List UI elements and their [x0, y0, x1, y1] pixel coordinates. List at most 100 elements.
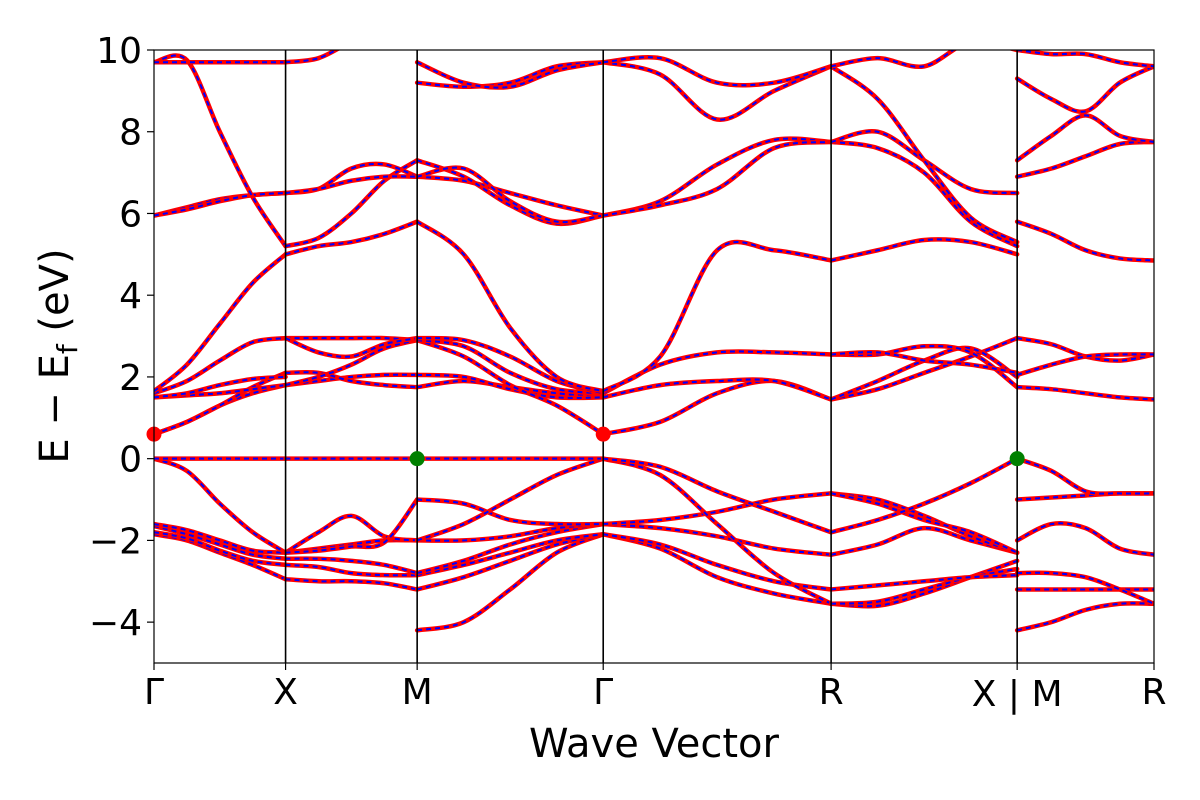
- band-line: [1014, 352, 1154, 378]
- band-line-overlay: [417, 175, 604, 217]
- x-tick-label: R: [1141, 672, 1166, 713]
- band-line: [283, 335, 420, 360]
- band-line-overlay: [285, 339, 418, 387]
- band-line-overlay: [417, 373, 604, 399]
- band-line-overlay: [285, 371, 418, 389]
- y-tick-label: 10: [96, 31, 142, 72]
- band-line-overlay: [416, 457, 604, 542]
- band-line: [414, 521, 606, 576]
- band-line: [414, 532, 606, 578]
- band-line-overlay: [154, 54, 287, 247]
- band-line-overlay: [1016, 457, 1154, 495]
- band-line-overlay: [603, 533, 832, 591]
- band-line-overlay: [154, 192, 286, 217]
- band-line-overlay: [285, 50, 338, 64]
- band-line-overlay: [830, 238, 1018, 262]
- band-line: [828, 491, 1020, 555]
- band-line: [828, 525, 1020, 557]
- band-segment-M-Gamma: [414, 60, 606, 633]
- band-line-overlay: [285, 336, 418, 342]
- vbm-marker: [1009, 451, 1025, 467]
- band-line: [154, 252, 288, 394]
- x-tick-label: Γ: [593, 672, 613, 713]
- band-line: [414, 219, 606, 394]
- band-line-overlay: [1016, 602, 1154, 632]
- band-line: [600, 532, 834, 606]
- x-tick-label: X: [273, 672, 298, 713]
- band-segment-X-M: [283, 50, 420, 592]
- band-line-overlay: [285, 498, 418, 554]
- band-line-overlay: [417, 498, 604, 526]
- cbm-marker: [595, 426, 611, 442]
- band-line-overlay: [154, 457, 287, 554]
- bands-layer: [154, 50, 1154, 633]
- band-line-overlay: [416, 61, 604, 89]
- y-axis-label: E − Ef (eV): [32, 248, 84, 463]
- x-tick-label: Γ: [144, 672, 164, 713]
- band-line-overlay: [154, 371, 286, 436]
- band-line-overlay: [830, 492, 1018, 554]
- band-segment-Gamma-X: [154, 53, 288, 582]
- band-line-overlay: [603, 140, 832, 217]
- band-line-overlay: [830, 65, 1018, 243]
- band-line: [1014, 570, 1154, 606]
- band-line-overlay: [831, 345, 1018, 388]
- band-line-overlay: [830, 337, 1018, 401]
- band-line: [828, 64, 1020, 245]
- band-line: [154, 370, 288, 437]
- band-line-overlay: [1016, 140, 1154, 178]
- band-line-overlay: [285, 175, 418, 195]
- band-line-overlay: [285, 337, 418, 358]
- x-tick-label: X | M: [972, 674, 1063, 715]
- band-line-overlay: [154, 531, 286, 566]
- band-segment-R-X: [828, 50, 1020, 609]
- band-line: [1014, 64, 1154, 115]
- band-line-overlay: [831, 559, 1018, 608]
- band-line-overlay: [285, 159, 418, 248]
- band-line-overlay: [154, 337, 286, 395]
- band-line: [283, 497, 420, 555]
- band-line-overlay: [830, 457, 1018, 534]
- band-line-overlay: [1016, 65, 1154, 113]
- band-line: [1014, 50, 1154, 69]
- band-line: [154, 529, 288, 568]
- y-tick-label: 4: [119, 276, 142, 317]
- band-line-overlay: [285, 514, 418, 554]
- band-line-overlay: [417, 339, 604, 395]
- vbm-marker: [409, 451, 425, 467]
- band-line-overlay: [154, 384, 286, 436]
- y-tick-label: −4: [89, 603, 142, 644]
- plot-frame: [153, 49, 1155, 664]
- band-line-overlay: [154, 525, 286, 560]
- band-line-overlay: [285, 557, 418, 575]
- x-tick-label: R: [819, 672, 844, 713]
- band-line-overlay: [602, 378, 832, 401]
- y-tick-label: 8: [119, 113, 142, 154]
- band-line-overlay: [416, 220, 604, 393]
- band-line-overlay: [603, 457, 832, 534]
- band-line-overlay: [154, 253, 287, 393]
- y-tick-label: 6: [119, 194, 142, 235]
- band-line-overlay: [154, 523, 286, 554]
- x-axis-ticks: Γ X M Γ R X | M R: [144, 663, 1167, 715]
- band-line-overlay: [285, 578, 418, 591]
- band-line-overlay: [416, 159, 604, 225]
- band-line-overlay: [1016, 522, 1154, 556]
- band-line-overlay: [830, 50, 1018, 68]
- band-line: [828, 50, 1020, 70]
- x-axis-label: Wave Vector: [529, 721, 780, 767]
- band-line-overlay: [602, 137, 832, 217]
- band-line: [600, 239, 834, 394]
- band-line-overlay: [602, 241, 832, 393]
- band-line-overlay: [603, 523, 832, 556]
- band-line-overlay: [285, 563, 418, 577]
- band-line-overlay: [416, 533, 604, 632]
- y-axis-ticks: 10 8 6 4 2 0 −2 −4: [89, 31, 154, 644]
- y-axis-label-tail: (eV): [32, 248, 78, 344]
- band-line: [414, 497, 606, 527]
- band-line-overlay: [603, 61, 832, 121]
- band-line: [600, 377, 834, 402]
- band-line-overlay: [154, 375, 286, 399]
- band-line: [1014, 113, 1154, 163]
- band-line-overlay: [602, 533, 832, 605]
